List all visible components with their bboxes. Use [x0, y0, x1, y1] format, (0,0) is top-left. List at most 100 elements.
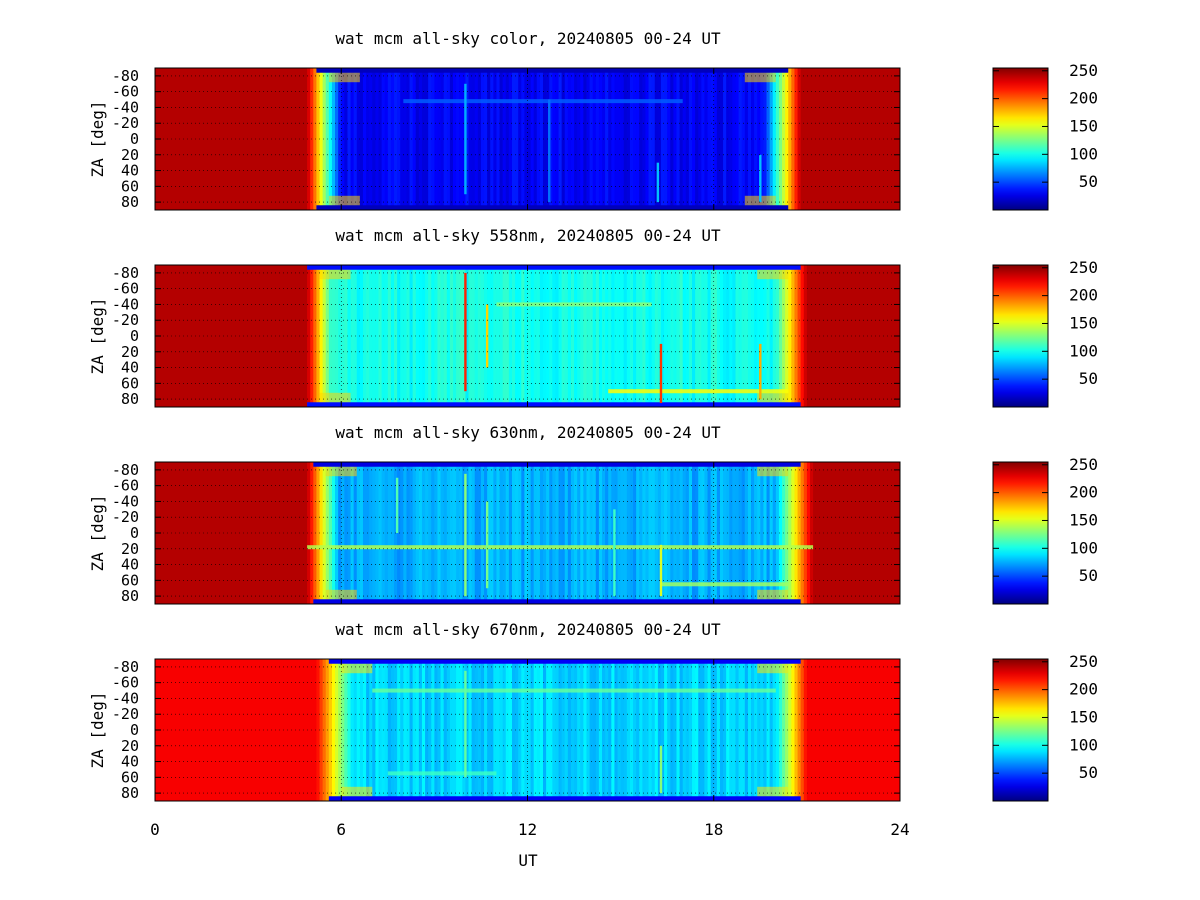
keogram-column — [319, 265, 324, 407]
keogram-column — [636, 265, 640, 407]
keogram-column — [210, 265, 215, 407]
x-tick-label: 12 — [518, 820, 537, 839]
keogram-column — [819, 265, 823, 407]
keogram-column — [480, 68, 485, 210]
keogram-column — [428, 462, 432, 604]
keogram-column — [850, 265, 855, 407]
horizon-limb — [307, 402, 801, 407]
keogram-column — [182, 265, 187, 407]
keogram-column — [204, 68, 209, 210]
keogram-column — [698, 265, 702, 407]
keogram-column — [434, 265, 439, 407]
keogram-column — [223, 265, 227, 407]
keogram-column — [859, 659, 864, 801]
colorbar-tick-label: 200 — [1069, 483, 1098, 502]
keogram-column — [406, 68, 411, 210]
keogram-column — [611, 462, 616, 604]
keogram-column — [164, 68, 169, 210]
keogram-column — [651, 265, 656, 407]
keogram-column — [660, 462, 665, 604]
colorbar-tick-label: 250 — [1069, 258, 1098, 277]
keogram-column — [515, 68, 519, 210]
keogram-column — [474, 68, 479, 210]
keogram-column — [288, 462, 293, 604]
keogram-column — [651, 659, 656, 801]
keogram-column — [642, 265, 647, 407]
keogram-column — [515, 265, 519, 407]
horizon-limb — [328, 659, 801, 664]
keogram-column — [570, 462, 575, 604]
keogram-column — [648, 462, 653, 604]
keogram-column — [428, 659, 432, 801]
keogram-column — [552, 462, 557, 604]
auroral-band — [496, 302, 652, 307]
y-tick-label: -40 — [112, 295, 139, 313]
keogram-column — [605, 462, 609, 604]
keogram-column — [456, 265, 460, 407]
keogram-column — [378, 659, 383, 801]
keogram-column — [474, 265, 479, 407]
keogram-column — [288, 68, 293, 210]
keogram-column — [828, 462, 833, 604]
keogram-column — [698, 462, 702, 604]
keogram-column — [760, 659, 765, 801]
keogram-column — [456, 659, 460, 801]
y-tick-label: -60 — [112, 83, 139, 101]
keogram-column — [238, 265, 243, 407]
keogram-column — [316, 659, 321, 801]
keogram-column — [431, 265, 435, 407]
keogram-column — [182, 68, 187, 210]
keogram-column — [468, 462, 473, 604]
keogram-column — [676, 659, 681, 801]
keogram-column — [788, 265, 792, 407]
keogram-column — [772, 265, 777, 407]
keogram-column — [862, 659, 867, 801]
keogram-column — [459, 265, 463, 407]
keogram-column — [633, 462, 637, 604]
keogram-column — [555, 265, 560, 407]
keogram-column — [679, 265, 684, 407]
keogram-column — [785, 68, 789, 210]
keogram-column — [558, 462, 563, 604]
keogram-column — [266, 265, 271, 407]
keogram-column — [359, 265, 364, 407]
keogram-column — [362, 462, 367, 604]
keogram-column — [179, 265, 184, 407]
keogram-column — [859, 68, 864, 210]
keogram-column — [266, 659, 271, 801]
keogram-column — [611, 68, 616, 210]
keogram-column — [170, 462, 175, 604]
keogram-column — [272, 462, 277, 604]
keogram-column — [642, 68, 647, 210]
keogram-column — [567, 462, 572, 604]
keogram-column — [583, 462, 588, 604]
keogram-column — [331, 265, 336, 407]
keogram-column — [558, 68, 563, 210]
y-tick-label: 60 — [121, 177, 139, 195]
keogram-column — [403, 265, 408, 407]
keogram-column — [751, 265, 755, 407]
keogram-column — [499, 68, 504, 210]
keogram-column — [397, 462, 401, 604]
keogram-column — [362, 265, 367, 407]
auroral-band — [372, 688, 776, 693]
keogram-column — [384, 265, 389, 407]
keogram-column — [248, 265, 252, 407]
keogram-column — [735, 265, 740, 407]
keogram-column — [434, 68, 439, 210]
keogram-column — [331, 68, 336, 210]
x-tick-label: 18 — [704, 820, 723, 839]
keogram-column — [856, 462, 861, 604]
keogram-column — [819, 462, 823, 604]
keogram-column — [536, 462, 541, 604]
keogram-column — [226, 659, 231, 801]
keogram-column — [310, 68, 314, 210]
emission-streak — [548, 99, 551, 203]
keogram-column — [490, 68, 494, 210]
keogram-column — [294, 462, 299, 604]
colorbar-gradient — [992, 264, 1049, 408]
keogram-column — [428, 265, 432, 407]
keogram-column — [664, 462, 668, 604]
y-tick-label: 80 — [121, 587, 139, 605]
keogram-column — [626, 462, 631, 604]
